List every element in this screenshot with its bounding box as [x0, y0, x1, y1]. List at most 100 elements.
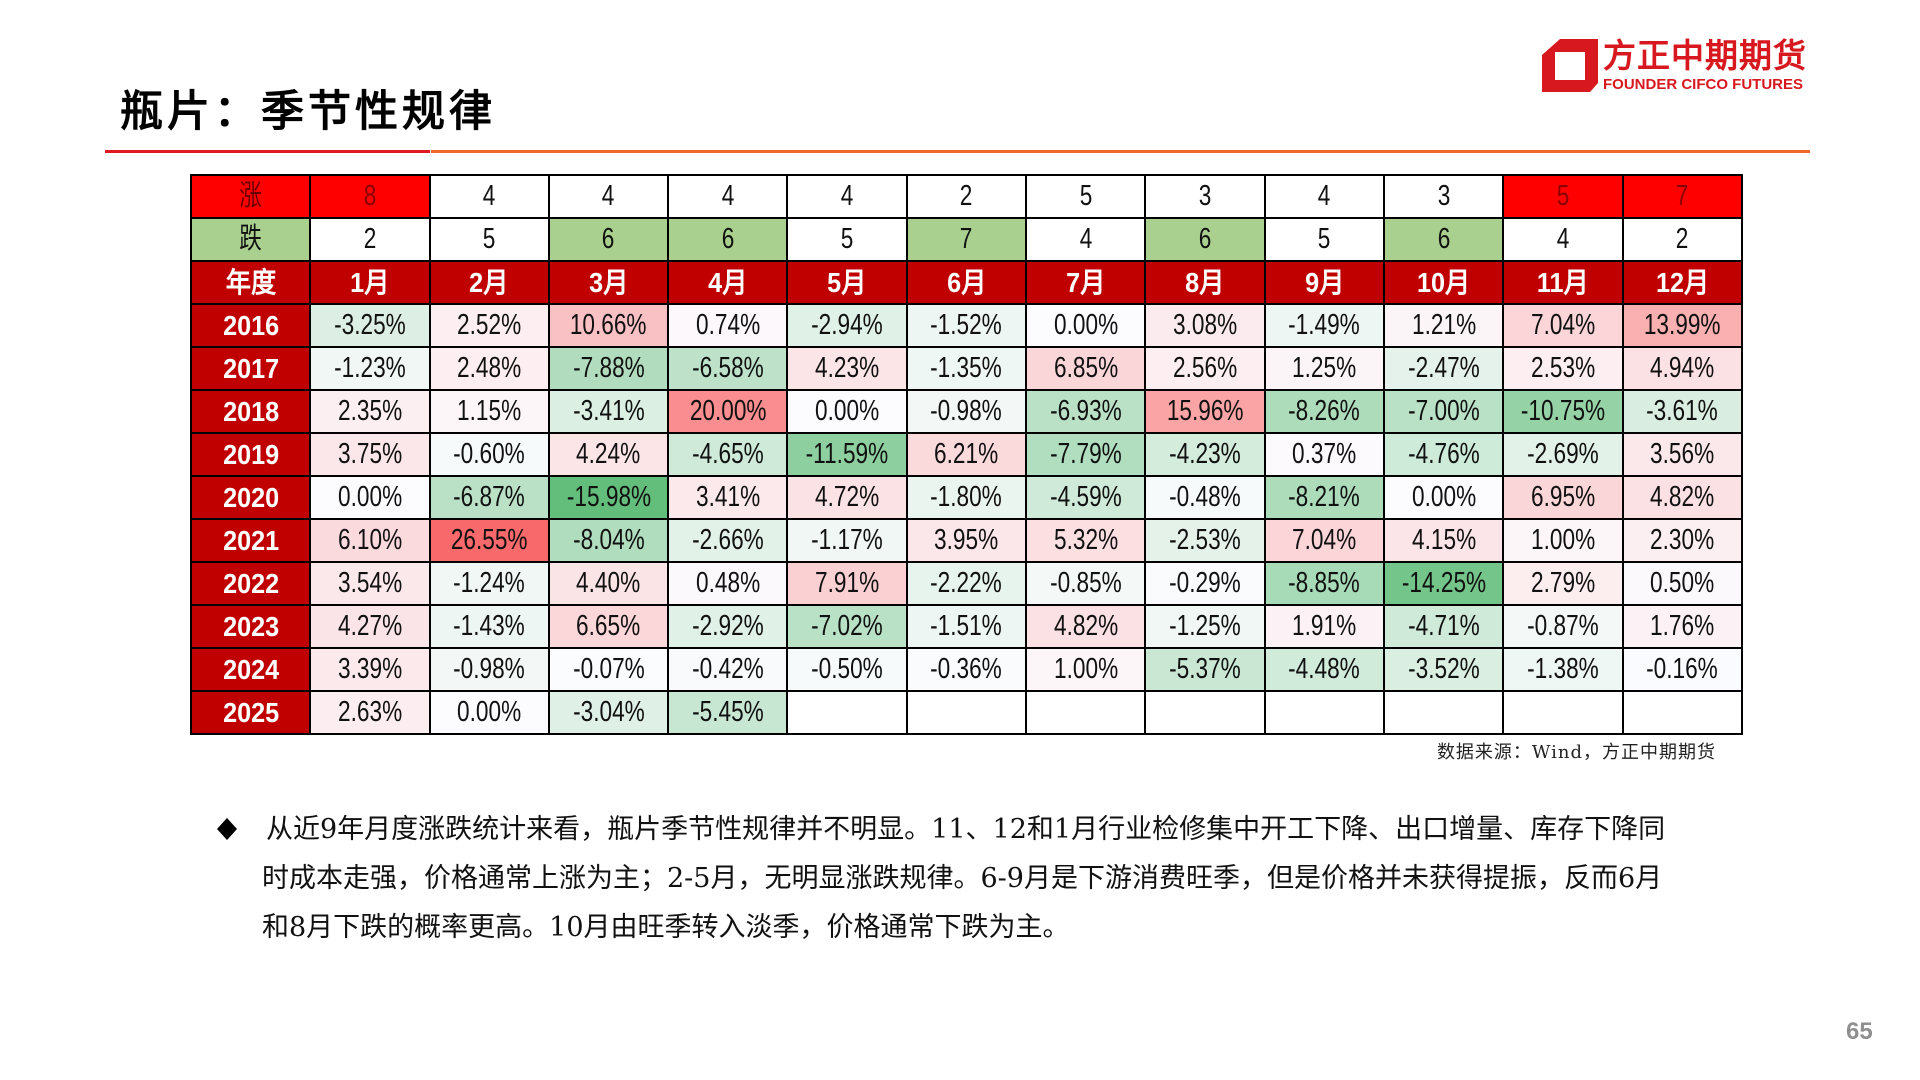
return-cell: -8.85% [1263, 561, 1385, 606]
return-cell-text: -0.42% [691, 653, 764, 685]
return-cell-text: 0.00% [815, 395, 880, 427]
return-cell: -8.26% [1263, 389, 1385, 434]
return-cell-text: -15.98% [566, 481, 651, 513]
return-cell-text: -6.93% [1049, 395, 1122, 427]
return-cell: 5.32% [1025, 518, 1147, 563]
return-cell: 7.04% [1263, 518, 1385, 563]
rise-count-cell: 4 [428, 174, 550, 219]
return-cell-text: 6.85% [1053, 352, 1118, 384]
return-cell: 0.00% [1382, 475, 1505, 520]
return-cell-text: 3.95% [934, 524, 999, 556]
return-cell: -4.59% [1025, 475, 1147, 520]
return-cell-text: 2.56% [1172, 352, 1238, 384]
return-cell: 6.65% [547, 604, 670, 649]
return-cell-text: 1.00% [1053, 653, 1118, 685]
return-cell: -8.21% [1263, 475, 1385, 520]
year-row: 2020 0.00% -6.87% -15.98% 3.41% 4.72% -1.80% -4… [189, 475, 1744, 520]
return-cell-text: -1.49% [1288, 309, 1361, 341]
rise-count-cell-text: 4 [840, 180, 854, 212]
return-cell-text: -8.26% [1288, 395, 1361, 427]
fall-count-cell: 5 [786, 217, 908, 262]
commentary-line: 时成本走强，价格通常上涨为主；2-5月，无明显涨跌规律。6-9月是下游消费旺季，… [262, 863, 1663, 894]
return-cell: -0.60% [428, 432, 550, 477]
return-cell-text: 2.52% [457, 309, 522, 341]
rise-count-cell: 8 [309, 174, 431, 219]
return-cell: -1.80% [905, 475, 1028, 520]
year-row: 2023 4.27% -1.43% 6.65% -2.92% -7.02% -1.51% 4.… [189, 604, 1744, 649]
month-header-cell-text: 10月 [1416, 266, 1471, 298]
company-logo: 方正中期期货 FOUNDER CIFCO FUTURES [1535, 30, 1820, 100]
year-header-cell-text: 年度 [225, 266, 276, 298]
return-cell-text: -0.48% [1169, 481, 1241, 513]
fall-count-cell-text: 5 [840, 223, 854, 255]
return-cell-text: -1.35% [930, 352, 1003, 384]
title-underline-orange [431, 150, 1810, 153]
founder-cifco-logo-icon [1542, 39, 1598, 92]
return-cell: -1.17% [786, 518, 908, 563]
month-header-cell-text: 8月 [1185, 266, 1225, 298]
year-cell-text: 2023 [222, 610, 279, 642]
year-cell: 2020 [189, 475, 312, 520]
return-cell-text: -4.48% [1288, 653, 1361, 685]
fall-count-cell: 6 [547, 217, 670, 262]
return-cell-text: -0.50% [811, 653, 883, 685]
return-cell-text: 4.94% [1650, 352, 1715, 384]
return-cell: 1.00% [1502, 518, 1624, 563]
fall-count-cell-text: 6 [1437, 223, 1450, 255]
return-cell-text: -8.04% [572, 524, 645, 556]
rise-count-cell: 4 [786, 174, 908, 219]
return-cell-text: 4.82% [1053, 610, 1118, 642]
fall-count-cell-text: 5 [482, 223, 496, 255]
return-cell-text: -11.59% [805, 438, 889, 470]
return-cell-text: 5.32% [1053, 524, 1118, 556]
return-cell: -0.87% [1502, 604, 1624, 649]
rise-count-cell: 4 [667, 174, 789, 219]
return-cell: 6.21% [905, 432, 1028, 477]
fall-count-cell: 5 [428, 217, 550, 262]
return-cell-text: -0.98% [930, 395, 1003, 427]
return-cell-text: 0.50% [1650, 567, 1715, 599]
return-cell: 6.10% [309, 518, 431, 563]
commentary-line: 和8月下跌的概率更高。10月由旺季转入淡季，价格通常下跌为主。 [262, 912, 1070, 943]
return-cell: 2.35% [309, 389, 431, 434]
fall-count-cell: 6 [667, 217, 789, 262]
return-cell: -8.04% [547, 518, 670, 563]
return-cell-text: 2.53% [1530, 352, 1595, 384]
rise-count-cell-text: 4 [602, 180, 615, 212]
return-cell [1382, 690, 1505, 735]
return-cell-text: -4.65% [691, 438, 764, 470]
return-cell [1025, 690, 1147, 735]
rise-count-cell: 3 [1144, 174, 1266, 219]
return-cell: 2.48% [428, 346, 550, 391]
return-cell: 15.96% [1144, 389, 1266, 434]
return-cell-text: -0.07% [572, 653, 645, 685]
rise-count-row: 涨 8 4 4 4 4 2 5 3 4 3 5 7 [189, 174, 1744, 219]
year-cell-text: 2024 [222, 653, 279, 685]
return-cell: 13.99% [1621, 303, 1744, 348]
return-cell-text: -1.80% [930, 481, 1003, 513]
rise-count-cell: 4 [547, 174, 670, 219]
return-cell-text: 3.41% [695, 481, 760, 513]
return-cell: -6.58% [667, 346, 789, 391]
return-cell: 0.74% [667, 303, 789, 348]
return-cell-text: 6.65% [576, 610, 641, 642]
return-cell-text: 0.00% [1411, 481, 1476, 513]
year-cell: 2023 [189, 604, 312, 649]
return-cell: 1.15% [428, 389, 550, 434]
return-cell-text: 1.25% [1292, 352, 1357, 384]
return-cell-text: 2.79% [1530, 567, 1595, 599]
return-cell-text: -1.25% [1169, 610, 1241, 642]
month-header-cell-text: 7月 [1066, 266, 1106, 298]
return-cell: -3.04% [547, 690, 670, 735]
return-cell-text: -0.85% [1049, 567, 1122, 599]
return-cell-text: 0.00% [457, 696, 522, 728]
return-cell-text: -1.52% [930, 309, 1003, 341]
month-header-cell: 6月 [905, 260, 1028, 305]
return-cell-text: -2.47% [1407, 352, 1480, 384]
return-cell-text: -0.60% [453, 438, 526, 470]
return-cell-text: -0.29% [1169, 567, 1241, 599]
return-cell: 4.24% [547, 432, 670, 477]
year-cell-text: 2016 [222, 309, 279, 341]
rise-count-cell-text: 8 [363, 180, 377, 212]
year-cell-text: 2020 [222, 481, 279, 513]
